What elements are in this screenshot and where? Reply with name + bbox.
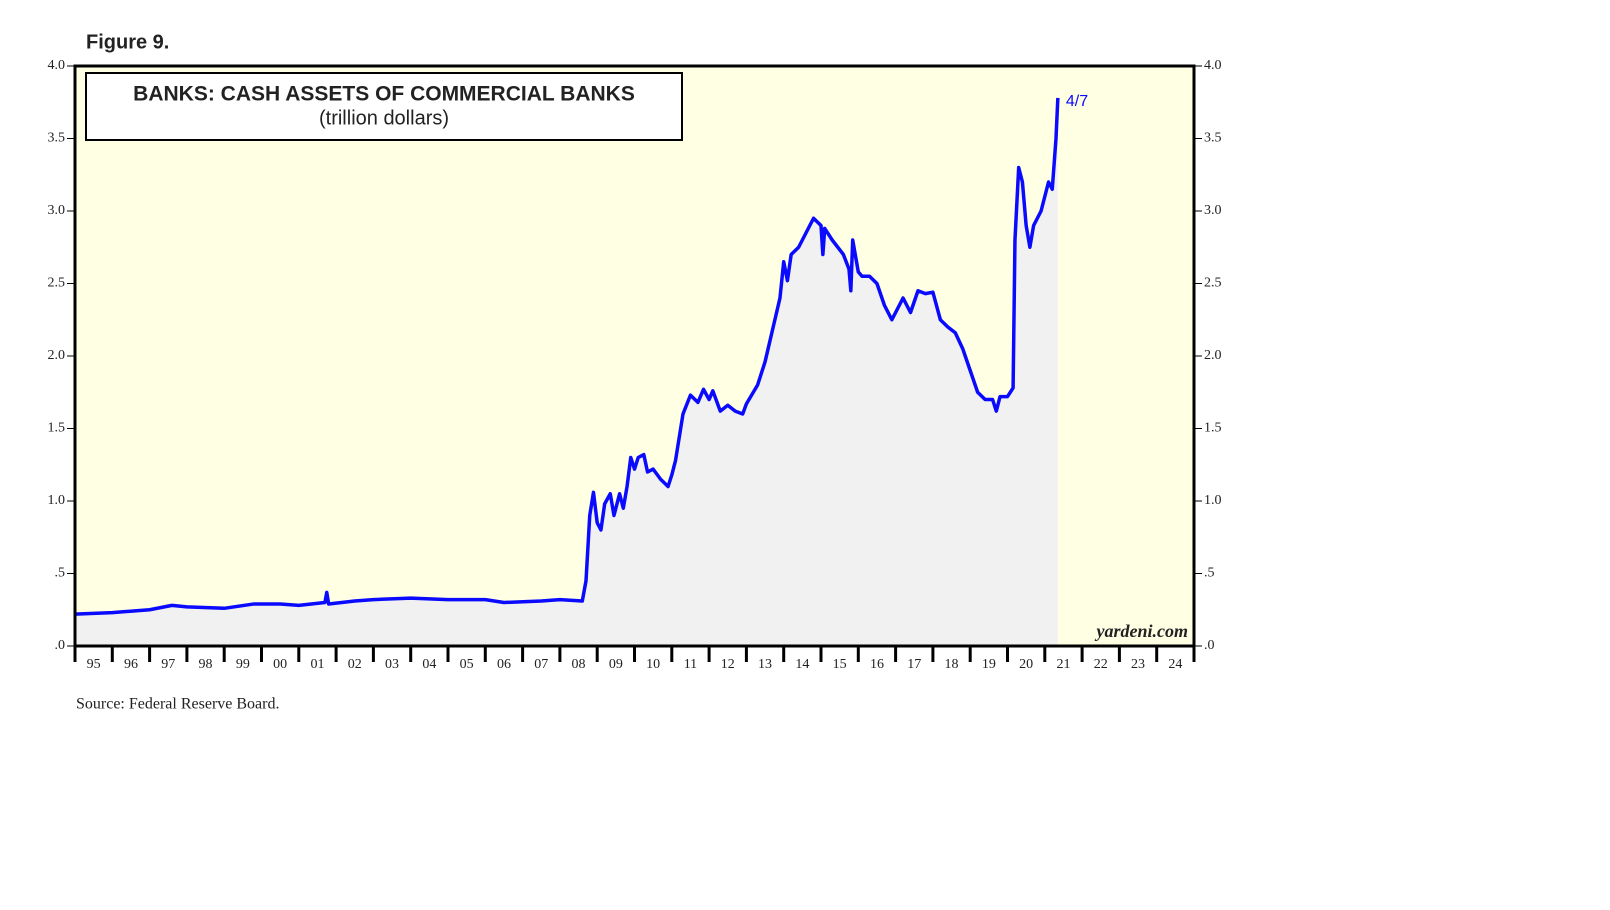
x-tick-label: 07 — [534, 657, 548, 672]
x-tick-label: 17 — [907, 657, 921, 672]
source: Source: Federal Reserve Board. — [76, 696, 279, 713]
x-tick-label: 97 — [161, 657, 175, 672]
title-box — [85, 72, 683, 141]
x-tick-label: 99 — [236, 657, 250, 672]
x-tick-label: 18 — [945, 657, 959, 672]
area — [75, 97, 1058, 646]
x-tick-label: 16 — [870, 657, 884, 672]
y-tick-label: 1.0 — [48, 493, 66, 508]
x-tick-label: 01 — [310, 657, 324, 672]
y2-tick-label: .5 — [1204, 566, 1215, 581]
y2-tick-label: 1.0 — [1204, 493, 1222, 508]
y2-tick-label: 4.0 — [1204, 58, 1222, 73]
x-tick-label: 13 — [758, 657, 772, 672]
y-tick-label: 4.0 — [48, 58, 66, 73]
x-tick-label: 11 — [684, 657, 697, 672]
y-tick-label: 3.5 — [48, 131, 66, 146]
x-tick-label: 95 — [87, 657, 101, 672]
x-tick-label: 98 — [199, 657, 213, 672]
x-tick-label: 12 — [721, 657, 735, 672]
x-tick-label: 19 — [982, 657, 996, 672]
y2-tick-label: .0 — [1204, 638, 1215, 653]
x-tick-label: 09 — [609, 657, 623, 672]
y2-tick-label: 3.0 — [1204, 203, 1222, 218]
annotation: 4/7 — [1066, 93, 1088, 110]
x-tick-label: 14 — [795, 657, 809, 672]
watermark: yardeni.com — [1095, 621, 1189, 641]
y-tick-label: .5 — [55, 566, 66, 581]
y-tick-label: 2.0 — [48, 348, 66, 363]
x-tick-label: 24 — [1168, 657, 1182, 672]
y-tick-label: 1.5 — [48, 421, 66, 436]
y-tick-label: 2.5 — [48, 276, 66, 291]
y-tick-label: .0 — [55, 638, 66, 653]
y2-tick-label: 2.0 — [1204, 348, 1222, 363]
line — [74, 97, 1060, 616]
x-tick-label: 08 — [572, 657, 586, 672]
x-tick-label: 15 — [833, 657, 847, 672]
x-tick-label: 21 — [1056, 657, 1070, 672]
chart-subtitle: (trillion dollars) — [319, 107, 449, 129]
x-tick-label: 05 — [460, 657, 474, 672]
x-tick-label: 23 — [1131, 657, 1145, 672]
y2-tick-label: 2.5 — [1204, 276, 1222, 291]
y-tick-label: 3.0 — [48, 203, 66, 218]
x-tick-label: 03 — [385, 657, 399, 672]
y2-tick-label: 3.5 — [1204, 131, 1222, 146]
x-tick-label: 20 — [1019, 657, 1033, 672]
y2-tick-label: 1.5 — [1204, 421, 1222, 436]
x-tick-label: 06 — [497, 657, 511, 672]
figure-label: Figure 9. — [86, 31, 169, 53]
x-tick-label: 00 — [273, 657, 287, 672]
chart-title: BANKS: CASH ASSETS OF COMMERCIAL BANKS — [133, 83, 635, 106]
x-tick-label: 22 — [1094, 657, 1108, 672]
x-tick-label: 10 — [646, 657, 660, 672]
x-tick-label: 02 — [348, 657, 362, 672]
x-tick-label: 04 — [422, 657, 436, 672]
x-tick-label: 96 — [124, 657, 138, 672]
